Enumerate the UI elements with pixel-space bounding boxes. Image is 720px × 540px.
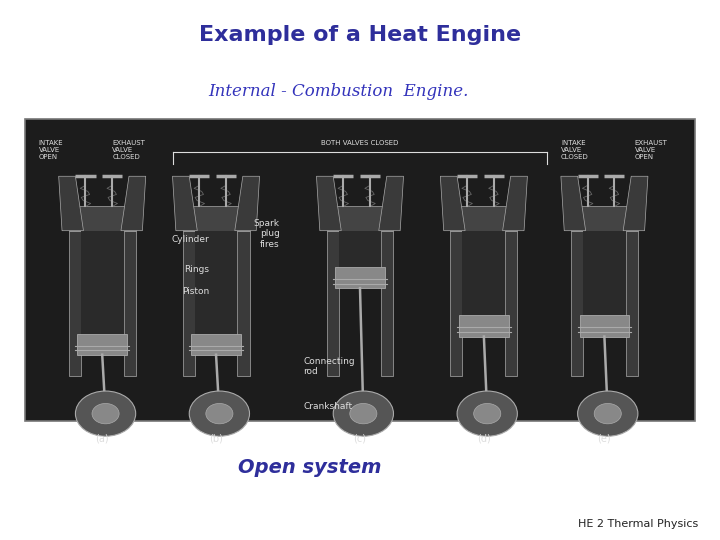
Circle shape (76, 391, 135, 436)
Text: Rings: Rings (184, 266, 210, 274)
Polygon shape (173, 176, 197, 231)
Bar (192, 334, 240, 355)
Text: (a): (a) (95, 433, 109, 443)
Bar (194, 231, 238, 342)
Bar (183, 231, 194, 376)
Bar (338, 231, 382, 276)
Text: (b): (b) (209, 433, 223, 443)
Polygon shape (317, 176, 341, 231)
Bar (583, 231, 626, 325)
Text: (d): (d) (477, 433, 491, 443)
Bar (462, 231, 505, 325)
Text: Connecting
rod: Connecting rod (303, 357, 355, 376)
Bar (327, 206, 393, 231)
Circle shape (457, 391, 518, 436)
Polygon shape (623, 176, 648, 231)
Bar (25, 119, 695, 421)
Text: Spark
plug
fires: Spark plug fires (253, 219, 279, 248)
Bar (580, 315, 629, 336)
Bar (68, 231, 81, 376)
Bar (183, 206, 250, 231)
Polygon shape (561, 176, 585, 231)
Text: Piston: Piston (182, 287, 210, 296)
Polygon shape (59, 176, 84, 231)
Bar (626, 231, 638, 376)
Bar (571, 206, 638, 231)
Circle shape (350, 403, 377, 424)
Circle shape (474, 403, 501, 424)
Text: (e): (e) (598, 433, 611, 443)
Polygon shape (121, 176, 145, 231)
Bar (382, 231, 394, 376)
Circle shape (333, 391, 393, 436)
Circle shape (594, 403, 621, 424)
Circle shape (92, 403, 119, 424)
Bar (451, 206, 518, 231)
Polygon shape (379, 176, 403, 231)
Bar (451, 231, 462, 376)
Bar (327, 231, 338, 376)
Text: Internal - Combustion  Engine.: Internal - Combustion Engine. (208, 83, 469, 100)
Text: Cylinder: Cylinder (171, 235, 210, 244)
Polygon shape (503, 176, 527, 231)
Text: Crankshaft: Crankshaft (303, 402, 352, 410)
Text: Open system: Open system (238, 457, 382, 477)
Bar (571, 231, 583, 376)
Text: INTAKE
VALVE
CLOSED: INTAKE VALVE CLOSED (561, 140, 589, 160)
Bar (238, 231, 250, 376)
Circle shape (577, 391, 638, 436)
Bar (124, 231, 135, 376)
Polygon shape (441, 176, 465, 231)
Text: EXHAUST
VALVE
CLOSED: EXHAUST VALVE CLOSED (112, 140, 145, 160)
Polygon shape (235, 176, 259, 231)
Circle shape (189, 391, 250, 436)
Bar (78, 334, 127, 355)
Text: (c): (c) (354, 433, 366, 443)
Bar (68, 206, 135, 231)
Bar (81, 231, 124, 342)
Text: EXHAUST
VALVE
OPEN: EXHAUST VALVE OPEN (634, 140, 667, 160)
Bar (505, 231, 518, 376)
Text: INTAKE
VALVE
OPEN: INTAKE VALVE OPEN (39, 140, 63, 160)
Circle shape (206, 403, 233, 424)
Bar (336, 267, 384, 288)
Text: Example of a Heat Engine: Example of a Heat Engine (199, 25, 521, 45)
Bar (459, 315, 508, 336)
Text: BOTH VALVES CLOSED: BOTH VALVES CLOSED (321, 140, 399, 146)
Text: HE 2 Thermal Physics: HE 2 Thermal Physics (578, 519, 698, 529)
